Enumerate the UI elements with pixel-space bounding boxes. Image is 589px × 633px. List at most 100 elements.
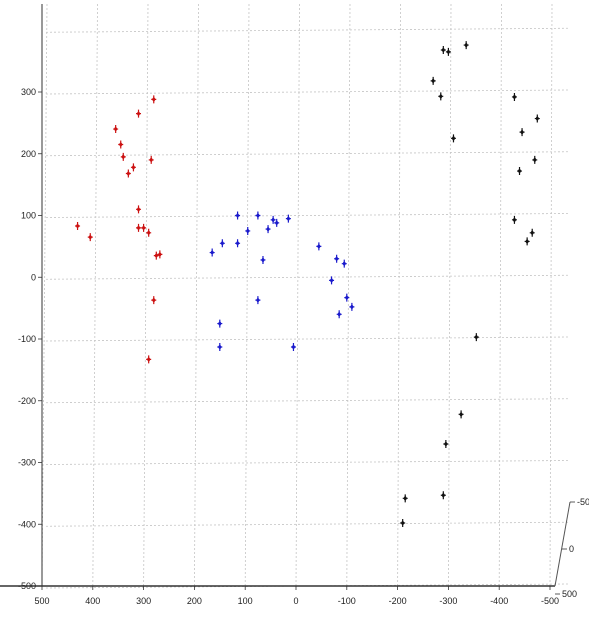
x-tick-label: 200 xyxy=(187,596,202,606)
data-point xyxy=(445,47,451,56)
x-tick-label: 400 xyxy=(85,596,100,606)
grid-line-horizontal xyxy=(45,27,569,33)
data-point xyxy=(136,223,142,232)
grid-line-horizontal xyxy=(45,398,569,404)
data-point xyxy=(440,491,446,500)
data-point xyxy=(438,92,444,101)
data-point xyxy=(285,214,291,223)
grid-line-vertical xyxy=(244,3,250,587)
data-point xyxy=(341,259,347,268)
data-point xyxy=(217,319,223,328)
grid-line-vertical xyxy=(498,3,502,587)
y-tick-label: -200 xyxy=(18,396,36,406)
z-tick-label: 500 xyxy=(562,589,577,599)
data-point xyxy=(153,251,159,260)
grid-line-vertical xyxy=(92,3,98,587)
y-tick-label: -500 xyxy=(18,581,36,591)
data-point xyxy=(146,355,152,364)
data-point xyxy=(519,128,525,137)
data-point xyxy=(400,519,406,528)
x-tick-label: -100 xyxy=(338,596,356,606)
x-tick-label: -400 xyxy=(490,596,508,606)
data-point xyxy=(255,211,261,220)
data-point xyxy=(75,221,81,230)
grid-line-vertical xyxy=(194,3,199,587)
data-point xyxy=(235,211,241,220)
series-3 xyxy=(400,41,540,528)
data-point xyxy=(402,494,408,503)
grid-line-horizontal xyxy=(45,213,569,218)
grid-line-horizontal xyxy=(45,460,569,465)
data-point xyxy=(219,239,225,248)
z-axis-line xyxy=(554,501,571,587)
data-point xyxy=(532,155,538,164)
data-point xyxy=(511,92,517,101)
data-point xyxy=(120,152,126,161)
x-tick-label: 300 xyxy=(136,596,151,606)
series-1 xyxy=(75,95,163,364)
data-point xyxy=(511,215,517,224)
z-tick-label: -500 xyxy=(577,497,589,507)
data-point xyxy=(148,155,154,164)
data-point xyxy=(329,276,335,285)
data-point xyxy=(463,41,469,50)
y-tick-label: -400 xyxy=(18,519,36,529)
data-point xyxy=(529,228,535,237)
data-point xyxy=(473,333,479,342)
data-point xyxy=(270,215,276,224)
grid-line-horizontal xyxy=(45,521,569,527)
data-point xyxy=(245,226,251,235)
y-tick-label: 300 xyxy=(21,87,36,97)
grid-line-vertical xyxy=(41,3,48,587)
data-point xyxy=(450,134,456,143)
y-tick-label: -300 xyxy=(18,458,36,468)
data-point xyxy=(265,225,271,234)
data-point xyxy=(534,114,540,123)
data-point xyxy=(157,250,163,259)
data-point xyxy=(209,248,215,257)
data-point xyxy=(517,167,523,176)
data-point xyxy=(130,163,136,172)
grid-line-vertical xyxy=(143,3,149,587)
grid-line-vertical xyxy=(549,3,553,587)
data-point xyxy=(146,228,152,237)
data-point xyxy=(151,95,157,104)
grid-line-horizontal xyxy=(45,151,569,157)
data-point xyxy=(87,233,93,242)
data-point xyxy=(217,343,223,352)
z-tick-label: 0 xyxy=(569,544,574,554)
grid-line-vertical xyxy=(346,3,351,587)
y-tick-label: 200 xyxy=(21,149,36,159)
x-tick-label: -500 xyxy=(541,596,559,606)
data-point xyxy=(136,205,142,214)
data-point xyxy=(430,76,436,85)
data-point xyxy=(113,125,119,134)
data-point xyxy=(334,254,340,263)
x-tick-label: 500 xyxy=(34,596,49,606)
data-point xyxy=(136,109,142,118)
x-tick-label: 100 xyxy=(238,596,253,606)
data-point xyxy=(316,242,322,251)
data-point xyxy=(151,296,157,305)
series-2 xyxy=(209,211,355,352)
data-point xyxy=(336,310,342,319)
data-point xyxy=(344,293,350,302)
data-point xyxy=(274,218,280,227)
y-tick-label: 100 xyxy=(21,211,36,221)
data-point xyxy=(349,302,355,311)
x-axis-ticks: 500 400 300 200 100 0 -100 -200 -300 -400 -500 xyxy=(34,586,559,606)
y-tick-label: -100 xyxy=(18,334,36,344)
z-axis-ticks: -500 0 500 xyxy=(555,497,589,599)
grid-line-vertical xyxy=(295,3,300,587)
data-point xyxy=(524,237,530,246)
grid-line-horizontal xyxy=(45,89,569,95)
data-point xyxy=(255,296,261,305)
grid-line-horizontal xyxy=(45,336,569,342)
data-point xyxy=(235,239,241,248)
x-tick-label: -300 xyxy=(439,596,457,606)
data-point xyxy=(118,140,124,149)
data-points xyxy=(75,41,540,528)
x-tick-label: -200 xyxy=(389,596,407,606)
